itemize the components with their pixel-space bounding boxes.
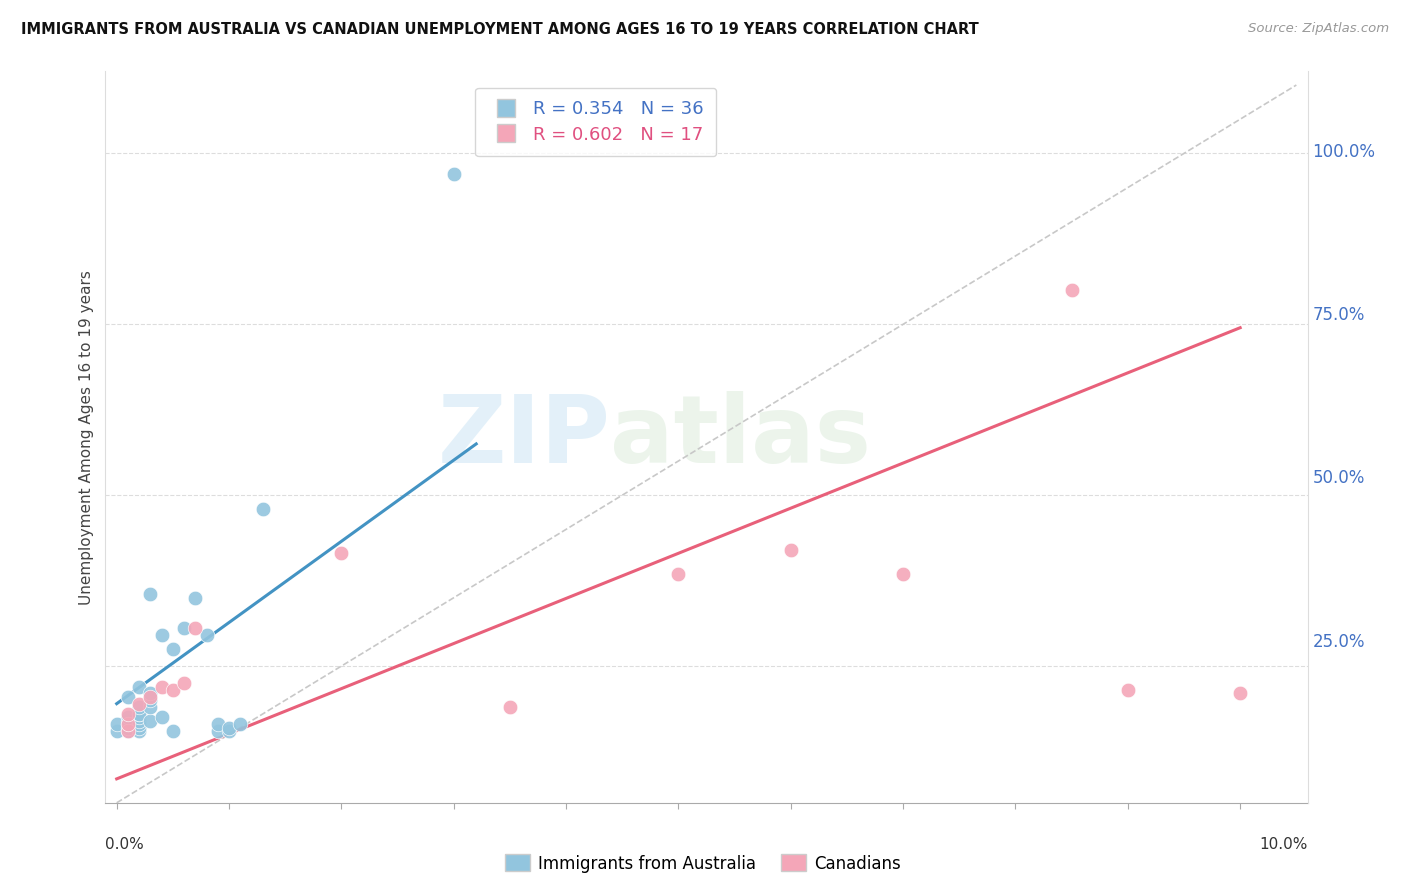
Point — [105, 717, 128, 731]
Text: 10.0%: 10.0% — [1260, 837, 1308, 852]
Point — [150, 710, 173, 724]
Point — [499, 700, 522, 714]
Text: IMMIGRANTS FROM AUSTRALIA VS CANADIAN UNEMPLOYMENT AMONG AGES 16 TO 19 YEARS COR: IMMIGRANTS FROM AUSTRALIA VS CANADIAN UN… — [21, 22, 979, 37]
Point — [1116, 683, 1139, 698]
Point — [173, 622, 195, 636]
Point — [117, 724, 139, 739]
Point — [139, 693, 162, 707]
Point — [128, 706, 150, 721]
Point — [128, 724, 150, 739]
Point — [207, 717, 229, 731]
Point — [117, 710, 139, 724]
Point — [139, 686, 162, 700]
Point — [128, 700, 150, 714]
Point — [128, 717, 150, 731]
Point — [128, 714, 150, 728]
Point — [117, 706, 139, 721]
Point — [218, 721, 240, 735]
Point — [779, 542, 801, 557]
Text: Source: ZipAtlas.com: Source: ZipAtlas.com — [1249, 22, 1389, 36]
Point — [184, 622, 207, 636]
Point — [1060, 283, 1083, 297]
Point — [1229, 686, 1251, 700]
Point — [443, 167, 465, 181]
Point — [162, 642, 184, 657]
Point — [117, 724, 139, 739]
Point — [252, 501, 274, 516]
Point — [891, 566, 914, 581]
Point — [218, 724, 240, 739]
Point — [229, 717, 252, 731]
Point — [139, 587, 162, 601]
Point — [117, 690, 139, 704]
Point — [128, 706, 150, 721]
Point — [128, 697, 150, 711]
Point — [128, 721, 150, 735]
Legend: R = 0.354   N = 36, R = 0.602   N = 17: R = 0.354 N = 36, R = 0.602 N = 17 — [475, 87, 716, 156]
Text: atlas: atlas — [610, 391, 872, 483]
Point — [139, 700, 162, 714]
Point — [117, 717, 139, 731]
Y-axis label: Unemployment Among Ages 16 to 19 years: Unemployment Among Ages 16 to 19 years — [79, 269, 94, 605]
Point — [330, 546, 353, 560]
Point — [150, 680, 173, 694]
Point — [162, 724, 184, 739]
Point — [184, 591, 207, 605]
Text: ZIP: ZIP — [437, 391, 610, 483]
Point — [150, 628, 173, 642]
Point — [195, 628, 218, 642]
Point — [207, 724, 229, 739]
Point — [668, 566, 690, 581]
Point — [117, 714, 139, 728]
Point — [128, 710, 150, 724]
Legend: Immigrants from Australia, Canadians: Immigrants from Australia, Canadians — [498, 847, 908, 880]
Point — [162, 683, 184, 698]
Point — [117, 717, 139, 731]
Point — [105, 724, 128, 739]
Point — [173, 676, 195, 690]
Point — [139, 690, 162, 704]
Point — [139, 714, 162, 728]
Point — [117, 721, 139, 735]
Text: 0.0%: 0.0% — [105, 837, 145, 852]
Point — [128, 680, 150, 694]
